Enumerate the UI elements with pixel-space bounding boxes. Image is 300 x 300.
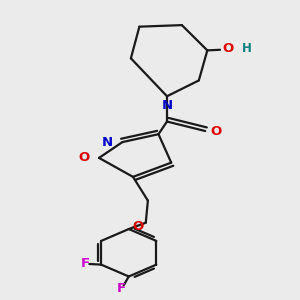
Text: O: O	[222, 42, 233, 55]
Text: N: N	[161, 99, 172, 112]
Text: F: F	[80, 256, 90, 269]
Text: O: O	[79, 152, 90, 164]
Text: H: H	[242, 42, 252, 55]
Text: F: F	[117, 282, 126, 295]
Text: O: O	[210, 124, 221, 137]
Text: N: N	[102, 136, 113, 148]
Text: O: O	[133, 220, 144, 233]
